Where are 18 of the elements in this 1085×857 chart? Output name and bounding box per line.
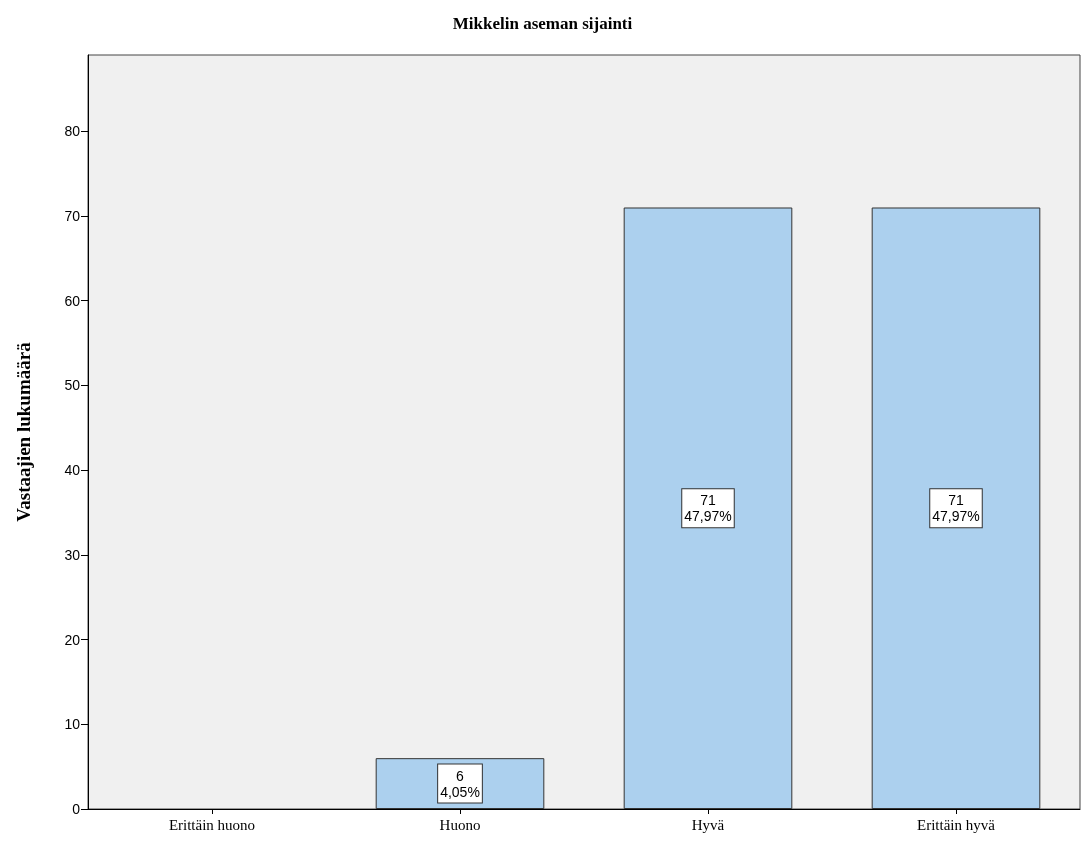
y-tick-label: 20 [64,631,81,648]
y-axis-title: Vastaajien lukumäärä [13,341,34,522]
y-tick-label: 50 [64,377,81,394]
y-tick-label: 0 [72,801,81,817]
y-tick-label: 40 [64,462,81,479]
x-tick-label: Hyvä [691,816,725,833]
data-label: 71 47,97% [932,492,980,525]
chart-title: Mikkelin aseman sijainti [452,14,633,33]
x-tick-label: Erittäin huono [168,816,256,833]
y-tick-label: 70 [64,207,81,224]
y-tick-label: 80 [64,123,81,140]
x-tick-label: Huono [439,816,481,833]
y-tick-label: 10 [64,716,81,733]
y-tick-label: 30 [64,546,81,563]
x-tick-label: Erittäin hyvä [917,816,996,833]
data-label: 6 4,05% [440,767,480,800]
data-label: 71 47,97% [684,492,732,525]
y-tick-label: 60 [64,292,81,309]
